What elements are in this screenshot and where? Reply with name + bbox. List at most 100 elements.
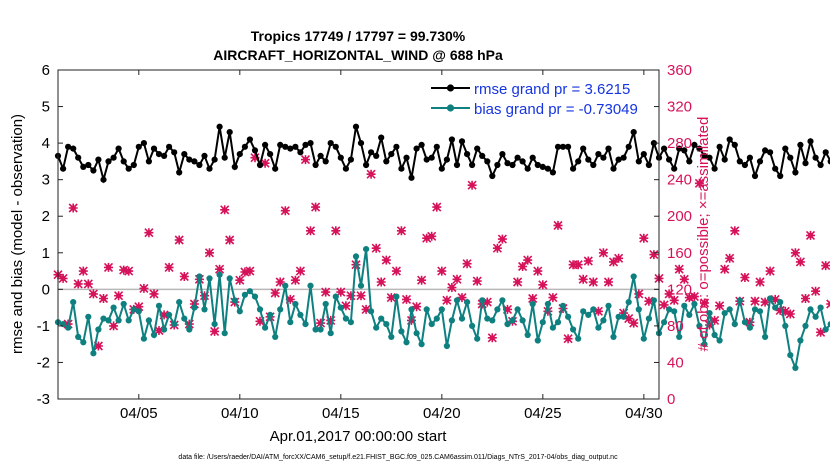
obs-point [372, 244, 381, 253]
rmse-point [201, 153, 207, 159]
bias-point [302, 321, 308, 327]
obs-point [715, 301, 724, 310]
rmse-point [646, 162, 652, 168]
rmse-point [196, 162, 202, 168]
obs-point-cross [372, 244, 381, 253]
rmse-point [90, 167, 96, 173]
obs-point [589, 278, 598, 287]
rmse-point [802, 160, 808, 166]
obs-point-cross [225, 236, 234, 245]
obs-point [210, 327, 219, 336]
rmse-point [227, 129, 233, 135]
bias-point [792, 365, 798, 371]
rmse-point [403, 155, 409, 161]
rmse-point [545, 166, 551, 172]
obs-point [296, 267, 305, 276]
obs-point [271, 289, 280, 298]
rmse-point [247, 136, 253, 142]
obs-point [766, 267, 775, 276]
bias-point [782, 323, 788, 329]
bias-point [722, 310, 728, 316]
bias-point [75, 334, 81, 340]
bias-point [151, 332, 157, 338]
obs-point [367, 170, 376, 179]
obs-point [796, 257, 805, 266]
rmse-point [823, 149, 829, 155]
bias-point [237, 308, 243, 314]
rmse-point [515, 155, 521, 161]
bias-point [232, 297, 238, 303]
obs-point [468, 181, 477, 190]
rmse-point [383, 158, 389, 164]
rmse-point [328, 140, 334, 146]
bias-point [338, 305, 344, 311]
rmse-point [292, 144, 298, 150]
y-left-tick-label: -2 [37, 354, 50, 371]
obs-point-cross [301, 155, 310, 164]
obs-point [357, 291, 366, 300]
legend: rmse grand pr = 3.6215 bias grand pr = -… [431, 81, 638, 118]
obs-point [538, 280, 547, 289]
bias-point [737, 297, 743, 303]
rmse-point [217, 124, 223, 130]
bias-point [777, 299, 783, 305]
obs-point-cross [766, 267, 775, 276]
rmse-point [600, 155, 606, 161]
bias-point [267, 312, 273, 318]
obs-point [225, 236, 234, 245]
bias-point [565, 314, 571, 320]
obs-point-cross [281, 206, 290, 215]
bias-point [388, 334, 394, 340]
obs-point [175, 236, 184, 245]
x-tick-label: 04/05 [120, 405, 158, 422]
rmse-point [126, 166, 132, 172]
rmse-point [732, 142, 738, 148]
rmse-point [807, 138, 813, 144]
rmse-point [111, 155, 117, 161]
obs-point [554, 221, 563, 230]
bias-point [307, 283, 313, 289]
rmse-point [333, 144, 339, 150]
obs-point-cross [801, 294, 810, 303]
obs-point [523, 256, 532, 265]
bias-point [201, 306, 207, 312]
rmse-point [469, 162, 475, 168]
x-tick-label: 04/30 [625, 405, 663, 422]
bias-point [550, 325, 556, 331]
rmse-point [408, 175, 414, 181]
rmse-point [757, 158, 763, 164]
bias-point [328, 330, 334, 336]
y-left-tick-label: 3 [42, 172, 50, 189]
bias-point [272, 334, 278, 340]
obs-point [786, 310, 795, 319]
bias-point [802, 323, 808, 329]
rmse-point [570, 166, 576, 172]
obs-point [150, 289, 159, 298]
bias-point [595, 325, 601, 331]
rmse-point [318, 153, 324, 159]
rmse-point [626, 144, 632, 150]
rmse-point [631, 129, 637, 135]
rmse-point [116, 146, 122, 152]
rmse-point [307, 140, 313, 146]
rmse-point [75, 155, 81, 161]
bias-point [393, 294, 399, 300]
rmse-point [550, 169, 556, 175]
bias-point [191, 305, 197, 311]
obs-point [402, 295, 411, 304]
obs-point [564, 334, 573, 343]
y-right-tick-label: 200 [667, 208, 692, 225]
obs-point-cross [538, 280, 547, 289]
obs-point-cross [235, 276, 244, 285]
obs-point-cross [821, 261, 830, 270]
y-left-tick-label: 0 [42, 281, 50, 298]
rmse-point [580, 146, 586, 152]
obs-point-cross [165, 263, 174, 272]
obs-point-cross [751, 297, 760, 306]
obs-point-cross [614, 254, 623, 263]
obs-point [447, 283, 456, 292]
obs-point-cross [548, 293, 557, 302]
bias-point [454, 297, 460, 303]
obs-point [751, 297, 760, 306]
